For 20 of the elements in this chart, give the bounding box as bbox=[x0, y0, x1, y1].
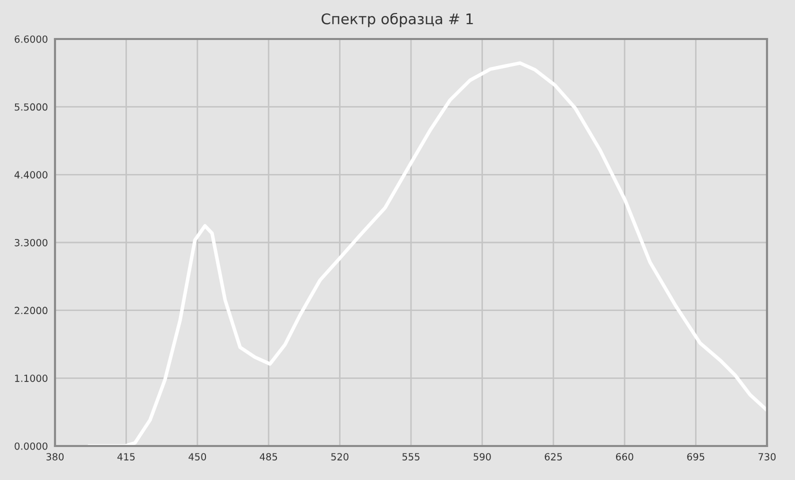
y-tick-label: 0.0000 bbox=[14, 442, 48, 450]
x-tick-label: 625 bbox=[544, 453, 562, 460]
x-tick-label: 695 bbox=[687, 453, 704, 460]
x-tick-label: 380 bbox=[46, 453, 64, 460]
x-tick-label: 415 bbox=[117, 453, 135, 460]
x-tick-label: 520 bbox=[331, 453, 348, 460]
y-tick-label: 5.5000 bbox=[14, 103, 48, 111]
y-tick-label: 2.2000 bbox=[14, 306, 48, 314]
x-tick-label: 590 bbox=[474, 453, 491, 460]
y-tick-label: 6.6000 bbox=[14, 35, 48, 43]
y-tick-label: 1.1000 bbox=[15, 374, 48, 382]
x-tick-label: 660 bbox=[616, 453, 634, 460]
x-tick-label: 730 bbox=[758, 453, 776, 460]
line-series bbox=[88, 61, 767, 446]
chart-title: Спектр образца # 1 bbox=[322, 12, 473, 28]
x-tick-label: 555 bbox=[402, 453, 420, 460]
y-tick-label: 3.3000 bbox=[14, 238, 48, 246]
x-tick-label: 485 bbox=[260, 453, 278, 460]
x-tick-label: 450 bbox=[188, 453, 206, 460]
y-tick-label: 4.4000 bbox=[14, 171, 48, 178]
